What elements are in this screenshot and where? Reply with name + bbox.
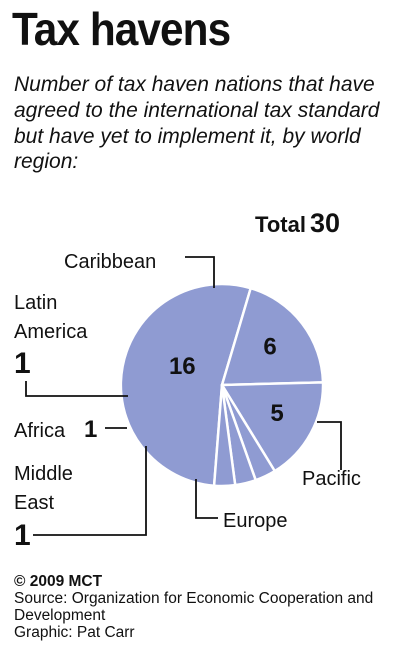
- category-label-middle-east-1: Middle: [14, 463, 73, 485]
- pie-slices: [119, 282, 325, 488]
- total-readout: Total 30: [255, 208, 340, 239]
- graphic-credit: Graphic: Pat Carr: [14, 624, 135, 641]
- slice-value-labels: 16 6 5 1 1 1: [14, 333, 284, 552]
- source-text: Source: Organization for Economic Cooper…: [14, 590, 374, 624]
- value-label-latin-america: 1: [14, 347, 31, 380]
- leader-line-caribbean: [185, 256, 215, 288]
- category-label-pacific: Pacific: [302, 468, 361, 490]
- category-label-latin-america-2: America: [14, 321, 88, 343]
- category-label-caribbean: Caribbean: [64, 251, 156, 273]
- value-label-middle-east: 1: [14, 519, 31, 552]
- category-label-latin-america-1: Latin: [14, 292, 57, 314]
- category-label-africa: Africa: [14, 420, 66, 442]
- category-label-europe: Europe: [223, 510, 288, 532]
- leader-line-europe: [195, 479, 218, 519]
- leader-line-middle-east: [33, 446, 147, 536]
- leader-lines: [25, 256, 342, 536]
- category-label-middle-east-2: East: [14, 492, 54, 514]
- category-labels: Caribbean Pacific Europe Middle East Africa La…: [14, 251, 361, 532]
- value-label-africa: 1: [84, 416, 97, 443]
- chart-title: Tax havens: [12, 3, 231, 55]
- credits: © 2009 MCT Source: Organization for Econ…: [14, 573, 394, 641]
- leader-line-pacific: [317, 421, 342, 470]
- total-value: 30: [309, 208, 340, 238]
- slice-caribbean: [119, 282, 252, 487]
- value-label-caribbean: 16: [169, 353, 196, 380]
- leader-line-latin-america: [25, 381, 128, 397]
- copyright-text: © 2009 MCT: [14, 573, 103, 590]
- value-label-pacific: 6: [263, 333, 276, 360]
- value-label-europe: 5: [270, 400, 283, 427]
- total-label: Total: [255, 212, 306, 237]
- slice-latin-america: [212, 383, 237, 488]
- chart-subtitle: Number of tax haven nations that have ag…: [14, 73, 380, 174]
- slice-europe: [220, 381, 325, 473]
- slice-pacific: [220, 286, 325, 387]
